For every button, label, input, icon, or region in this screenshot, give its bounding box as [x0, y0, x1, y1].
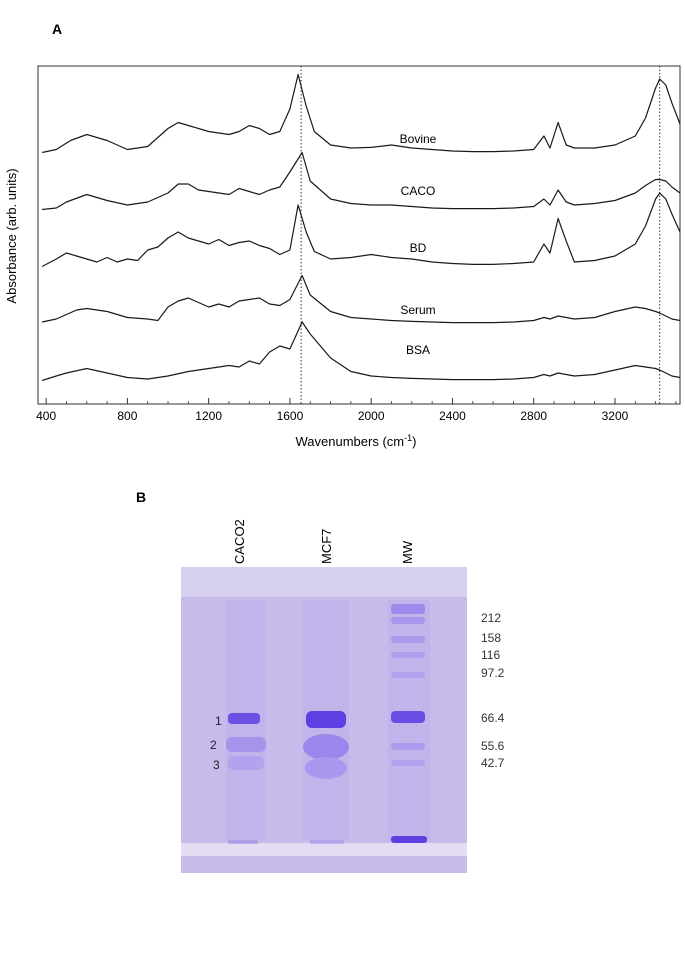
mw-band-42 [391, 760, 425, 766]
caco2-band-3 [228, 756, 264, 770]
series-label-caco: CACO [401, 184, 436, 198]
mw-marker-97-2: 97.2 [481, 666, 505, 680]
gel-top-edge [181, 567, 467, 597]
mw-band-116 [391, 652, 425, 658]
mw-marker-212: 212 [481, 611, 501, 625]
mw-marker-66-4: 66.4 [481, 711, 505, 725]
x-tick-label: 1200 [195, 409, 222, 423]
reference-lines [300, 66, 661, 404]
caco2-band-2 [226, 737, 266, 752]
lane-label-mcf7: MCF7 [319, 529, 334, 564]
mcf7-band-3 [305, 757, 347, 779]
mcf7-band-1 [306, 711, 346, 728]
mw-band-212 [391, 604, 425, 614]
plot-frame [37, 65, 681, 405]
x-axis-title: Wavenumbers (cm-1) [296, 433, 417, 449]
mw-band-97 [391, 672, 425, 678]
series-labels: Bovine CACO BD Serum BSA [400, 132, 437, 357]
band-number-1: 1 [215, 714, 222, 728]
panel-a-label: A [52, 21, 62, 37]
band-number-3: 3 [213, 758, 220, 772]
mcf7-dye-front [310, 840, 344, 844]
mw-marker-55-6: 55.6 [481, 739, 505, 753]
gel-bottom-edge [181, 843, 467, 856]
series-line-bovine [41, 73, 681, 154]
mw-marker-158: 158 [481, 631, 501, 645]
series-label-bd: BD [410, 241, 427, 255]
mw-band-55 [391, 743, 425, 750]
lane-label-mw: MW [400, 540, 415, 564]
series-label-serum: Serum [400, 303, 435, 317]
band-number-2: 2 [210, 738, 217, 752]
series-label-bsa: BSA [406, 343, 430, 357]
caco2-band-1 [228, 713, 260, 724]
mw-band-158 [391, 636, 425, 643]
x-tick-label: 3200 [602, 409, 629, 423]
series-label-bovine: Bovine [400, 132, 437, 146]
caco2-dye-front [228, 840, 258, 844]
mcf7-band-2 [303, 734, 349, 760]
mw-dye-front [391, 836, 427, 843]
mw-band-212b [391, 617, 425, 624]
series-line-bsa [41, 321, 681, 382]
x-tick-label: 800 [117, 409, 137, 423]
series-line-bd [41, 192, 681, 268]
x-axis: 400 800 1200 1600 2000 2400 2800 3200 [36, 398, 677, 423]
spectra-series [41, 73, 681, 382]
x-tick-label: 2800 [520, 409, 547, 423]
x-tick-label: 2400 [439, 409, 466, 423]
series-line-serum [41, 274, 681, 324]
gel-image [181, 567, 467, 873]
x-tick-label: 400 [36, 409, 56, 423]
x-tick-label: 2000 [358, 409, 385, 423]
mw-band-66 [391, 711, 425, 723]
panel-b-label: B [136, 489, 146, 505]
mw-marker-116: 116 [481, 648, 500, 662]
x-tick-label: 1600 [277, 409, 304, 423]
y-axis-title: Absorbance (arb. units) [4, 168, 19, 303]
lane-label-caco2: CACO2 [232, 519, 247, 564]
mw-marker-42-7: 42.7 [481, 756, 505, 770]
series-line-caco [42, 151, 681, 211]
